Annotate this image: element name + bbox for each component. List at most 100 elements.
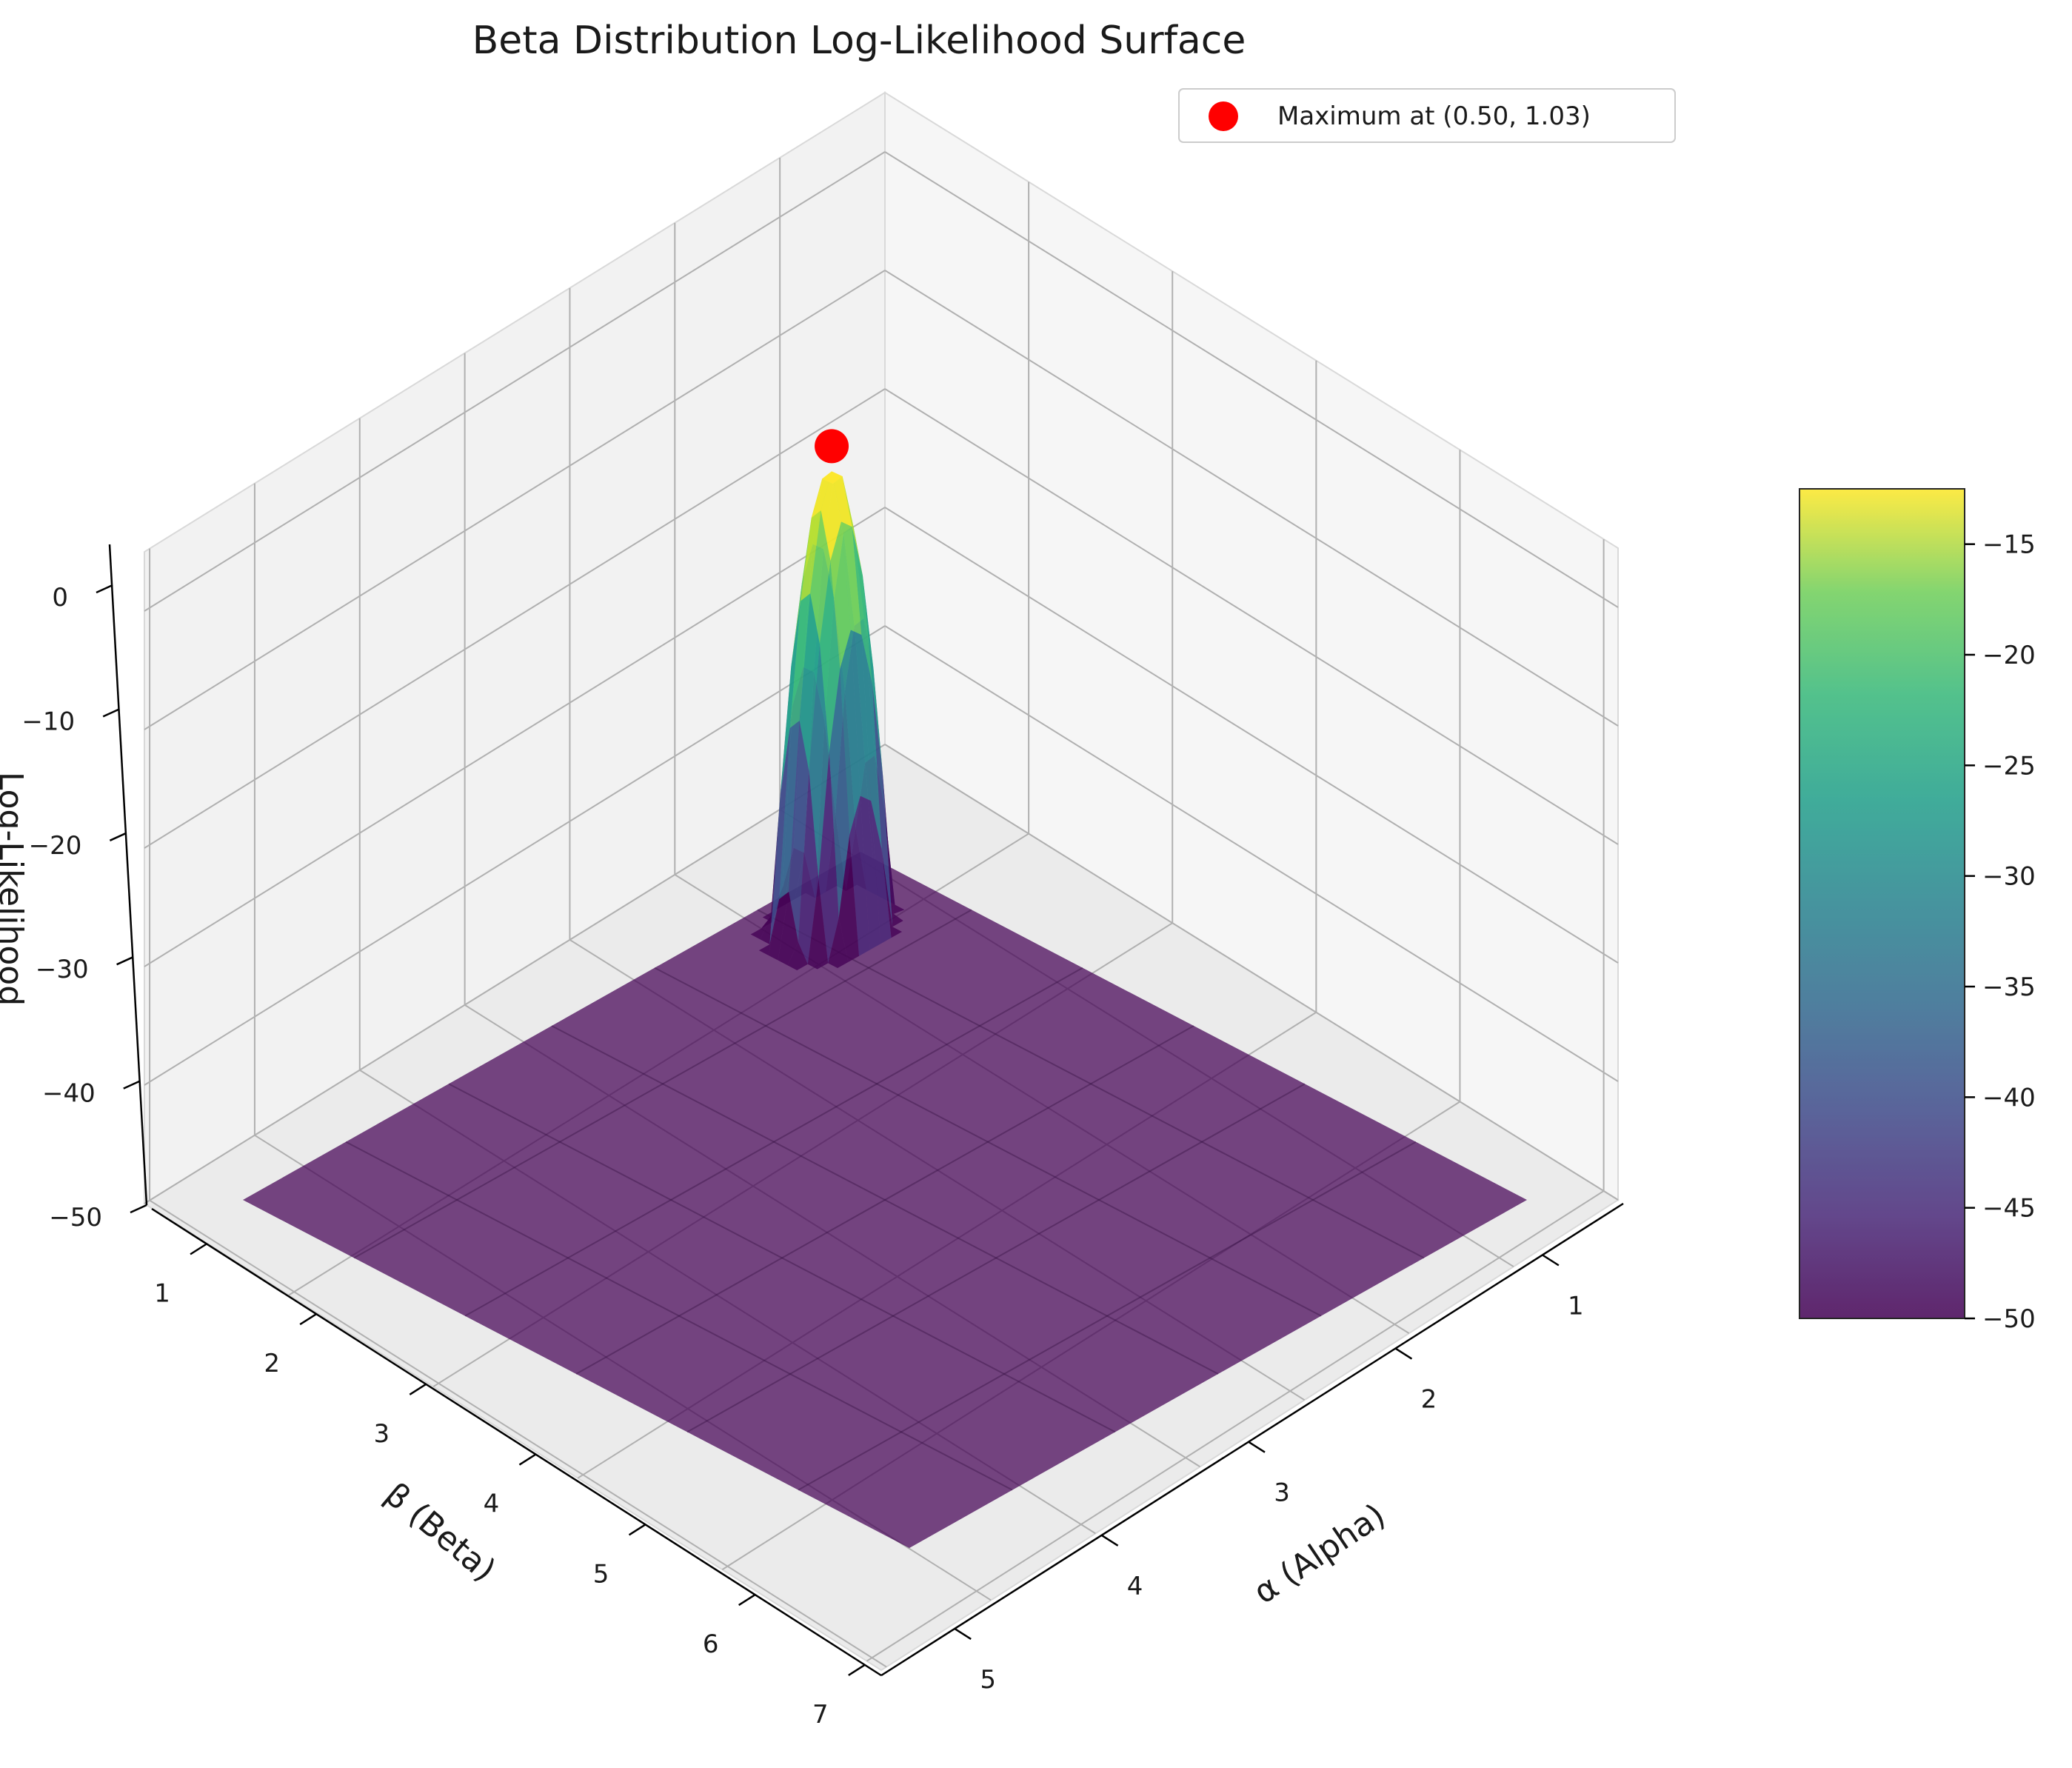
surface-facet [862,576,883,777]
z-gridline [144,744,886,1204]
colorbar-tick-label: −40 [1982,1083,2036,1112]
colorbar-bar [1799,488,1965,1319]
surface-facet [849,795,870,956]
x-tick [1394,1347,1413,1360]
tick-labels: 0 −10 −20 −30 −40 −50 1 2 3 4 5 6 7 1 2 3 4 5 [21,583,1583,1729]
z-gridline [884,625,1619,1082]
y-tick [628,1524,646,1536]
surface-facet [780,601,801,794]
legend-marker [1209,101,1238,131]
z-tick-label: −20 [29,831,82,861]
surface-facet [872,684,893,927]
surface-facet [841,521,862,636]
z-axis-label: Log-Likelihood [0,772,30,1006]
z-tick-label: −10 [21,707,75,736]
x-tick [1100,1534,1119,1547]
surface-mesh-line [353,909,972,1259]
colorbar-tick-label: −15 [1982,530,2036,560]
surface-facet [829,669,850,918]
y-tick [409,1383,427,1395]
surface-facet [758,899,780,955]
surface-facet [850,630,872,801]
surface-facet [821,471,841,561]
x-tick-label: 5 [980,1665,996,1695]
surface-facet [860,795,881,950]
x-axis-label: α (Alpha) [1247,1496,1392,1611]
surface-facet [750,916,772,940]
surface-facet [791,518,812,667]
colorbar-tick-label: −45 [1982,1194,2036,1224]
colorbar-tick-label: −50 [1982,1304,2036,1334]
y-tick [299,1313,317,1326]
y-tick-label: 6 [703,1629,719,1659]
z-tick [116,956,134,966]
surface-facet [789,720,809,943]
x-gridline [866,1190,1605,1662]
maximum-marker [815,429,849,464]
surface-facet [819,561,841,753]
surface-facet [810,510,831,644]
colorbar-tick-label: −30 [1982,862,2036,892]
y-tick [848,1664,866,1676]
surface-facet [818,752,839,964]
surface-facet [861,635,882,850]
surface-facet [838,835,860,962]
legend: Maximum at (0.50, 1.03) [1178,88,1676,143]
z-axis-line [108,544,148,1206]
y-axis-line [151,1207,882,1677]
z-gridline [884,151,1619,608]
surface-mesh-line [575,1025,1194,1375]
surface-peak [750,471,905,970]
x-tick-label: 3 [1274,1478,1290,1508]
z-gridline [884,507,1619,964]
colorbar-ticks: −15 −20 −25 −30 −35 −40 −45 −50 [1965,530,2036,1334]
x-axis-line [880,1202,1624,1677]
colorbar-tick-label: −35 [1982,973,2036,1002]
colorbar-tick-label: −25 [1982,751,2036,781]
z-gridline [144,270,886,730]
y-tick [518,1453,537,1466]
surface-mesh-line [345,1141,1013,1491]
z-tick [109,832,127,841]
z-tick [130,1204,147,1214]
z-gridline [884,744,1619,1201]
z-tick-label: −30 [36,955,89,984]
x-tick [954,1627,972,1640]
surface-facet [840,630,860,835]
surface-facet [768,892,789,961]
y-tick-label: 7 [812,1700,829,1729]
y-tick-label: 2 [264,1349,280,1378]
surface-facet [787,942,808,970]
y-tick [738,1593,756,1607]
y-tick-label: 5 [593,1559,609,1589]
z-tick [123,1080,141,1090]
surface-facet [842,476,863,576]
surface-facet [832,471,852,527]
surface-mesh-line [798,1141,1417,1491]
z-tick-label: −50 [49,1203,102,1232]
y-gridline [149,1199,887,1668]
surface-facet [769,727,790,944]
z-gridline [144,151,886,612]
surface-facet [811,471,832,518]
surface-mesh-line [654,967,1322,1317]
surface-facet [809,644,829,880]
y-tick [190,1243,207,1255]
surface-facet [798,770,819,964]
z-tick [96,584,113,594]
z-gridline [884,388,1619,845]
surface-facet [830,521,851,670]
x-tick-label: 2 [1421,1385,1437,1415]
x-tick-label: 4 [1127,1572,1143,1601]
y-tick-label: 3 [373,1419,390,1449]
surface-mesh-line [448,1083,1116,1433]
chart-title: Beta Distribution Log-Likelihood Surface [472,19,1246,63]
y-tick-label: 1 [154,1278,170,1308]
z-gridline [144,625,886,1086]
z-gridline [144,507,886,967]
surface-mesh-line [757,909,1425,1259]
z-gridline [144,388,886,849]
axis-lines [108,544,1624,1677]
y-tick-label: 4 [484,1490,500,1519]
